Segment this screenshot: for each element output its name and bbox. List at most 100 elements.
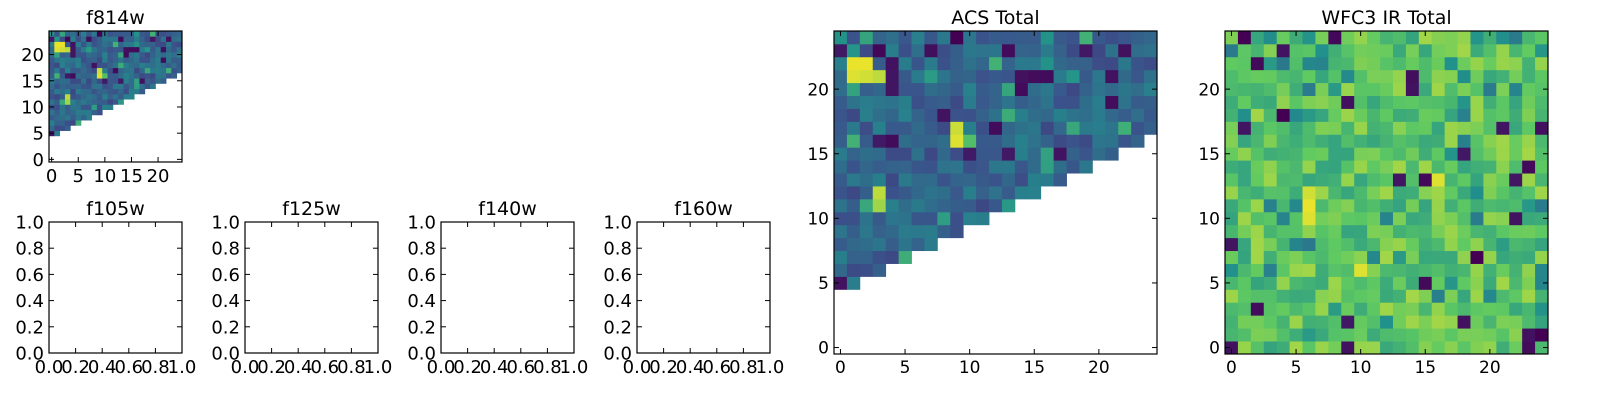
heatmap-cell — [976, 198, 990, 213]
heatmap-cell — [64, 83, 71, 90]
heatmap-cell — [885, 56, 899, 71]
heatmap-cell — [1483, 56, 1497, 71]
y-tick-label: 5 — [1209, 274, 1220, 294]
heatmap-cell — [1225, 224, 1239, 239]
heatmap-cell — [1483, 198, 1497, 213]
heatmap-cell — [1470, 211, 1484, 226]
heatmap-cell — [1522, 302, 1536, 316]
heatmap-cell — [885, 237, 899, 252]
heatmap-cell — [1079, 56, 1093, 71]
heatmap-cell — [75, 62, 82, 69]
y-tick-label: 0.4 — [407, 291, 436, 312]
heatmap-cell — [1263, 341, 1278, 355]
heatmap-cell — [1509, 276, 1523, 290]
heatmap-cell — [128, 57, 135, 63]
heatmap-cell — [1027, 186, 1042, 200]
heatmap-cell — [1470, 224, 1484, 239]
heatmap-cell — [1225, 237, 1239, 252]
heatmap-cell — [96, 99, 103, 105]
heatmap-cell — [1535, 82, 1549, 96]
heatmap-cell — [1457, 56, 1471, 71]
heatmap-cell — [846, 43, 861, 58]
heatmap-cell — [144, 62, 151, 69]
heatmap-cell — [1079, 43, 1093, 58]
heatmap-cell — [155, 72, 162, 79]
heatmap-cell — [1040, 31, 1055, 45]
heatmap-cell — [96, 36, 103, 42]
heatmap-cell — [834, 69, 848, 84]
heatmap-cell — [1014, 108, 1029, 122]
heatmap-cell — [834, 95, 848, 109]
heatmap-cell — [118, 83, 124, 90]
heatmap-cell — [1522, 289, 1536, 303]
heatmap-cell — [1276, 56, 1290, 71]
heatmap-cell — [1250, 224, 1265, 239]
heatmap-cell — [150, 57, 156, 63]
heatmap-cell — [1341, 198, 1355, 213]
panel-f125w: 0.00.20.40.60.81.00.00.20.40.60.81.0f125… — [211, 198, 392, 378]
heatmap-cell — [1250, 328, 1265, 342]
heatmap-cell — [1237, 224, 1252, 239]
heatmap-cell — [1509, 69, 1523, 84]
heatmap-cell — [1405, 95, 1420, 109]
heatmap-cell — [1302, 69, 1316, 84]
heatmap-cell — [86, 93, 92, 100]
heatmap-cell — [1392, 95, 1407, 109]
heatmap-cell — [49, 125, 55, 131]
heatmap-cell — [118, 99, 124, 105]
heatmap-cell — [1276, 250, 1290, 264]
heatmap-cell — [963, 31, 977, 45]
heatmap-cell — [937, 108, 951, 122]
heatmap-cell — [139, 72, 146, 79]
heatmap-cell — [872, 43, 887, 58]
heatmap-cell — [924, 173, 938, 187]
heatmap-cell — [1001, 31, 1016, 45]
heatmap-cell — [91, 57, 98, 63]
heatmap-cell — [834, 224, 848, 239]
heatmap-cell — [1470, 198, 1484, 213]
heatmap-cell — [59, 46, 66, 53]
heatmap-cell — [898, 121, 912, 135]
heatmap-cell — [1522, 31, 1536, 45]
heatmap-cell — [1431, 328, 1446, 342]
heatmap-cell — [64, 46, 71, 53]
heatmap-cell — [1418, 224, 1433, 239]
heatmap-cell — [155, 78, 162, 84]
heatmap-cell — [989, 56, 1003, 71]
heatmap-cell — [70, 93, 76, 100]
heatmap-cell — [176, 36, 183, 42]
heatmap-cell — [1367, 263, 1381, 277]
heatmap-cell — [1001, 56, 1016, 71]
heatmap-cell — [80, 78, 87, 84]
heatmap-cell — [102, 57, 108, 63]
heatmap-cell — [1118, 31, 1132, 45]
heatmap-cell — [976, 95, 990, 109]
heatmap-cell — [924, 108, 938, 122]
heatmap-cell — [1066, 147, 1080, 161]
heatmap-cell — [49, 114, 55, 121]
heatmap-cell — [107, 41, 114, 48]
heatmap-cell — [1328, 147, 1342, 161]
heatmap-cell — [1341, 276, 1355, 290]
heatmap-cell — [1092, 108, 1106, 122]
heatmap-cell — [1105, 82, 1119, 96]
heatmap-cell — [75, 114, 82, 121]
heatmap-cell — [1354, 341, 1368, 355]
heatmap-cell — [139, 67, 146, 74]
heatmap-cell — [989, 160, 1003, 174]
heatmap-cell — [859, 147, 874, 161]
heatmap-cell — [1276, 31, 1290, 45]
heatmap-cell — [1392, 263, 1407, 277]
heatmap-cell — [1380, 108, 1394, 122]
heatmap-cell — [1328, 43, 1342, 58]
heatmap-cell — [924, 160, 938, 174]
heatmap-cell — [1354, 82, 1368, 96]
y-tick-label: 0.8 — [15, 239, 44, 260]
heatmap-cell — [1237, 328, 1252, 342]
heatmap-cell — [112, 88, 119, 95]
heatmap-cell — [150, 72, 156, 79]
heatmap-cell — [112, 83, 119, 90]
heatmap-cell — [911, 186, 925, 200]
heatmap-cell — [1509, 302, 1523, 316]
heatmap-cell — [1431, 43, 1446, 58]
